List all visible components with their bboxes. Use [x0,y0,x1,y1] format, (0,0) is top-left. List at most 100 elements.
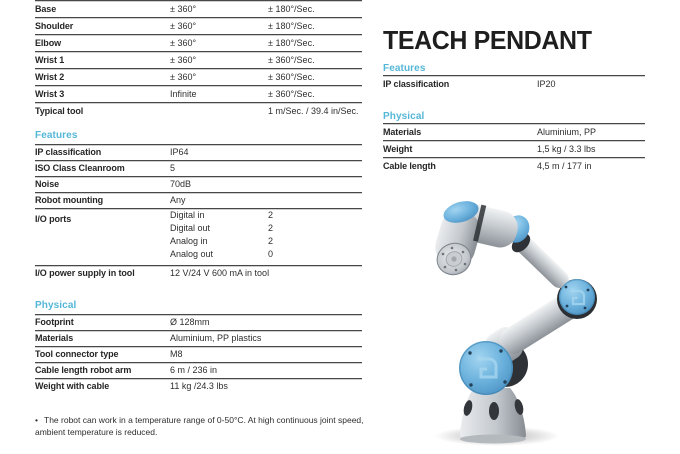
row-label: Cable length robot arm [35,365,132,375]
page-title: TEACH PENDANT [383,25,592,55]
row-speed: ± 360°/Sec. [268,88,315,99]
footnote-line2: ambient temperature is reduced. [35,427,158,437]
row-value: 11 kg /24.3 lbs [170,381,228,391]
right-panel: TEACH PENDANT Features IP classification… [383,0,645,174]
row-speed: ± 180°/Sec. [268,20,315,31]
row-value: IP20 [537,78,556,89]
robot-arm-image [400,195,680,449]
io-ports-row: I/O ports Digital in 2 Digital out 2 Ana… [35,208,362,265]
row-label: Robot mounting [35,195,104,205]
row-label: I/O power supply in tool [35,268,135,278]
io-subrow: Digital out 2 [35,221,362,234]
row-speed: 1 m/Sec. / 39.4 in/Sec. [268,105,359,116]
table-row: IP classification IP64 [35,144,362,160]
row-value: 70dB [170,179,192,189]
physical-heading: Physical [383,111,425,122]
pendant-physical-table: Materials Aluminium, PP Weight 1,5 kg / … [383,123,645,174]
table-row: Tool connector type M8 [35,346,362,362]
table-row: Shoulder ± 360° ± 180°/Sec. [35,17,362,34]
physical-table: Footprint Ø 128mm Materials Aluminium, P… [35,314,362,394]
table-row: Materials Aluminium, PP [383,123,645,140]
row-label: Weight [383,143,413,154]
row-speed: ± 180°/Sec. [268,37,315,48]
row-value: 5 [170,163,176,173]
row-label: IP classification [35,147,102,157]
row-label: I/O ports [35,214,72,224]
io-value: 0 [268,248,274,259]
io-subrow: Analog in 2 [35,234,362,247]
table-row: Wrist 1 ± 360° ± 360°/Sec. [35,51,362,68]
row-label: Shoulder [35,20,74,31]
row-label: Elbow [35,37,61,48]
row-speed: ± 180°/Sec. [268,3,315,14]
row-value: 6 m / 236 in [170,365,218,375]
table-row: IP classification IP20 [383,75,645,92]
table-row: Footprint Ø 128mm [35,314,362,330]
row-label: Wrist 1 [35,54,65,65]
row-speed: ± 360°/Sec. [268,54,315,65]
left-panel: Base ± 360° ± 180°/Sec. Shoulder ± 360° … [35,0,365,438]
row-value: 12 V/24 V 600 mA in tool [170,268,270,278]
row-label: Wrist 3 [35,88,65,99]
table-row: Cable length robot arm 6 m / 236 in [35,362,362,378]
table-row: Robot mounting Any [35,192,362,208]
io-name: Digital out [170,222,211,233]
row-label: IP classification [383,78,450,89]
joint-spec-table: Base ± 360° ± 180°/Sec. Shoulder ± 360° … [35,0,362,119]
table-row: Wrist 2 ± 360° ± 360°/Sec. [35,68,362,85]
row-speed: ± 360°/Sec. [268,71,315,82]
io-value: 2 [268,222,274,233]
row-value: Any [170,195,186,205]
io-subrow: Digital in 2 [35,208,362,221]
io-subrow: Analog out 0 [35,247,362,260]
row-value: Ø 128mm [170,317,210,327]
table-row: Elbow ± 360° ± 180°/Sec. [35,34,362,51]
row-range: ± 360° [170,37,197,48]
row-label: Cable length [383,160,436,171]
row-value: Aluminium, PP [537,126,597,137]
physical-heading: Physical [35,300,77,311]
io-name: Analog in [170,235,208,246]
row-range: ± 360° [170,54,197,65]
table-row: Wrist 3 Infinite ± 360°/Sec. [35,85,362,102]
table-row: Weight with cable 11 kg /24.3 lbs [35,378,362,394]
row-label: Base [35,3,57,14]
row-label: ISO Class Cleanroom [35,163,125,173]
io-name: Analog out [170,248,214,259]
io-name: Digital in [170,209,205,220]
table-row: I/O power supply in tool 12 V/24 V 600 m… [35,265,362,281]
footnote-line1: The robot can work in a temperature rang… [44,415,364,425]
row-label: Wrist 2 [35,71,65,82]
row-value: M8 [170,349,183,359]
table-row: Materials Aluminium, PP plastics [35,330,362,346]
row-value: 4,5 m / 177 in [537,160,592,171]
row-label: Materials [383,126,422,137]
row-label: Materials [35,333,74,343]
pendant-features-table: IP classification IP20 [383,75,645,92]
row-range: ± 360° [170,3,197,14]
row-label: Tool connector type [35,349,119,359]
row-value: IP64 [170,147,189,157]
table-row: Base ± 360° ± 180°/Sec. [35,0,362,17]
footnote: • The robot can work in a temperature ran… [35,414,365,438]
row-label: Noise [35,179,60,189]
table-row: Cable length 4,5 m / 177 in [383,157,645,174]
row-range: ± 360° [170,71,197,82]
row-value: 1,5 kg / 3.3 lbs [537,143,596,154]
features-table: IP classification IP64 ISO Class Cleanro… [35,144,362,281]
features-heading: Features [383,63,426,74]
table-row: Noise 70dB [35,176,362,192]
row-label: Weight with cable [35,381,110,391]
row-label: Footprint [35,317,74,327]
row-range: ± 360° [170,20,197,31]
table-row: Typical tool 1 m/Sec. / 39.4 in/Sec. [35,102,362,119]
row-label: Typical tool [35,105,84,116]
bullet: • [35,415,38,425]
io-value: 2 [268,235,274,246]
row-range: Infinite [170,88,197,99]
features-heading: Features [35,130,78,141]
table-row: Weight 1,5 kg / 3.3 lbs [383,140,645,157]
row-value: Aluminium, PP plastics [170,333,262,343]
io-value: 2 [268,209,274,220]
